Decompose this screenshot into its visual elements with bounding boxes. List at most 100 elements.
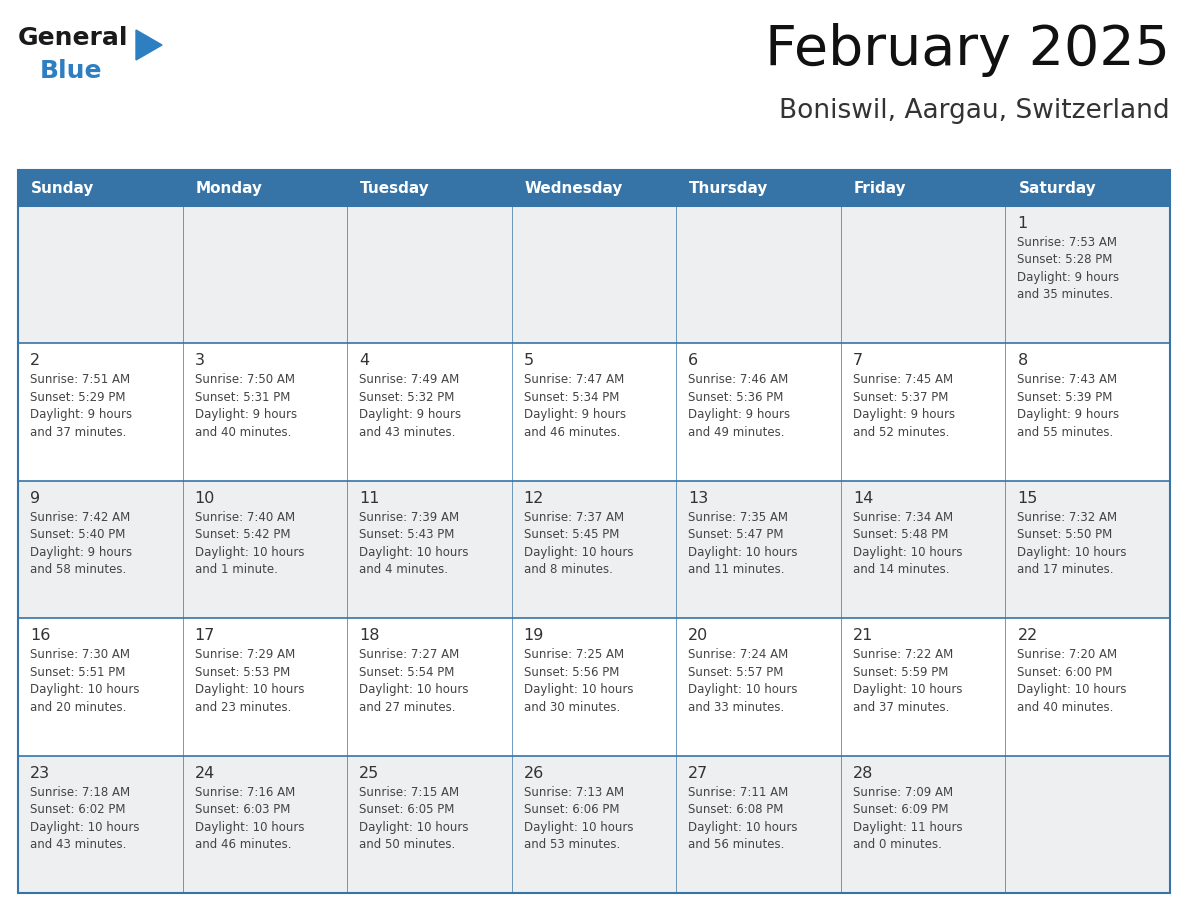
Text: 21: 21 — [853, 628, 873, 644]
Bar — [183, 481, 347, 618]
Bar — [183, 206, 347, 343]
Text: Sunrise: 7:22 AM
Sunset: 5:59 PM
Daylight: 10 hours
and 37 minutes.: Sunrise: 7:22 AM Sunset: 5:59 PM Dayligh… — [853, 648, 962, 713]
Bar — [841, 756, 1005, 893]
Text: 4: 4 — [359, 353, 369, 368]
Text: 26: 26 — [524, 766, 544, 780]
Bar — [841, 343, 1005, 481]
Bar — [1005, 618, 1170, 756]
Text: Sunrise: 7:43 AM
Sunset: 5:39 PM
Daylight: 9 hours
and 55 minutes.: Sunrise: 7:43 AM Sunset: 5:39 PM Dayligh… — [1017, 374, 1119, 439]
Bar — [512, 481, 676, 618]
Bar — [18, 756, 183, 893]
Text: Sunrise: 7:09 AM
Sunset: 6:09 PM
Daylight: 11 hours
and 0 minutes.: Sunrise: 7:09 AM Sunset: 6:09 PM Dayligh… — [853, 786, 962, 851]
Bar — [841, 618, 1005, 756]
Bar — [1005, 170, 1170, 206]
Text: Sunrise: 7:27 AM
Sunset: 5:54 PM
Daylight: 10 hours
and 27 minutes.: Sunrise: 7:27 AM Sunset: 5:54 PM Dayligh… — [359, 648, 468, 713]
Bar — [676, 618, 841, 756]
Text: 7: 7 — [853, 353, 862, 368]
Text: 8: 8 — [1017, 353, 1028, 368]
Text: Thursday: Thursday — [689, 181, 769, 196]
Bar — [183, 618, 347, 756]
Text: General: General — [18, 26, 128, 50]
Bar — [347, 170, 512, 206]
Bar — [183, 756, 347, 893]
Polygon shape — [135, 30, 162, 60]
Text: 1: 1 — [1017, 216, 1028, 231]
Text: 22: 22 — [1017, 628, 1037, 644]
Bar — [676, 756, 841, 893]
Text: 18: 18 — [359, 628, 380, 644]
Text: Friday: Friday — [854, 181, 906, 196]
Bar — [1005, 343, 1170, 481]
Text: 2: 2 — [30, 353, 40, 368]
Bar — [183, 343, 347, 481]
Text: Tuesday: Tuesday — [360, 181, 430, 196]
Text: Sunrise: 7:37 AM
Sunset: 5:45 PM
Daylight: 10 hours
and 8 minutes.: Sunrise: 7:37 AM Sunset: 5:45 PM Dayligh… — [524, 510, 633, 577]
Bar — [676, 170, 841, 206]
Text: 3: 3 — [195, 353, 204, 368]
Text: 11: 11 — [359, 491, 380, 506]
Text: Sunrise: 7:24 AM
Sunset: 5:57 PM
Daylight: 10 hours
and 33 minutes.: Sunrise: 7:24 AM Sunset: 5:57 PM Dayligh… — [688, 648, 798, 713]
Text: 19: 19 — [524, 628, 544, 644]
Text: Sunrise: 7:46 AM
Sunset: 5:36 PM
Daylight: 9 hours
and 49 minutes.: Sunrise: 7:46 AM Sunset: 5:36 PM Dayligh… — [688, 374, 790, 439]
Text: Sunrise: 7:49 AM
Sunset: 5:32 PM
Daylight: 9 hours
and 43 minutes.: Sunrise: 7:49 AM Sunset: 5:32 PM Dayligh… — [359, 374, 461, 439]
Text: Sunrise: 7:47 AM
Sunset: 5:34 PM
Daylight: 9 hours
and 46 minutes.: Sunrise: 7:47 AM Sunset: 5:34 PM Dayligh… — [524, 374, 626, 439]
Text: 27: 27 — [688, 766, 708, 780]
Bar — [347, 756, 512, 893]
Text: Saturday: Saturday — [1018, 181, 1097, 196]
Bar — [1005, 206, 1170, 343]
Text: Sunrise: 7:30 AM
Sunset: 5:51 PM
Daylight: 10 hours
and 20 minutes.: Sunrise: 7:30 AM Sunset: 5:51 PM Dayligh… — [30, 648, 139, 713]
Text: 6: 6 — [688, 353, 699, 368]
Bar — [347, 481, 512, 618]
Text: 28: 28 — [853, 766, 873, 780]
Text: Blue: Blue — [40, 59, 102, 83]
Text: 23: 23 — [30, 766, 50, 780]
Text: 14: 14 — [853, 491, 873, 506]
Bar — [183, 170, 347, 206]
Bar — [512, 170, 676, 206]
Bar — [1005, 481, 1170, 618]
Bar — [676, 481, 841, 618]
Bar — [347, 206, 512, 343]
Text: Sunrise: 7:45 AM
Sunset: 5:37 PM
Daylight: 9 hours
and 52 minutes.: Sunrise: 7:45 AM Sunset: 5:37 PM Dayligh… — [853, 374, 955, 439]
Text: 9: 9 — [30, 491, 40, 506]
Text: 15: 15 — [1017, 491, 1038, 506]
Bar — [1005, 756, 1170, 893]
Bar — [347, 618, 512, 756]
Bar — [347, 343, 512, 481]
Text: Sunrise: 7:20 AM
Sunset: 6:00 PM
Daylight: 10 hours
and 40 minutes.: Sunrise: 7:20 AM Sunset: 6:00 PM Dayligh… — [1017, 648, 1127, 713]
Bar — [512, 618, 676, 756]
Bar — [18, 481, 183, 618]
Text: 5: 5 — [524, 353, 533, 368]
Text: Sunrise: 7:51 AM
Sunset: 5:29 PM
Daylight: 9 hours
and 37 minutes.: Sunrise: 7:51 AM Sunset: 5:29 PM Dayligh… — [30, 374, 132, 439]
Bar — [18, 618, 183, 756]
Bar — [512, 206, 676, 343]
Text: 10: 10 — [195, 491, 215, 506]
Text: Sunrise: 7:29 AM
Sunset: 5:53 PM
Daylight: 10 hours
and 23 minutes.: Sunrise: 7:29 AM Sunset: 5:53 PM Dayligh… — [195, 648, 304, 713]
Bar — [18, 170, 1170, 893]
Text: 17: 17 — [195, 628, 215, 644]
Bar — [512, 756, 676, 893]
Bar — [841, 481, 1005, 618]
Text: 25: 25 — [359, 766, 379, 780]
Text: 12: 12 — [524, 491, 544, 506]
Text: Sunrise: 7:13 AM
Sunset: 6:06 PM
Daylight: 10 hours
and 53 minutes.: Sunrise: 7:13 AM Sunset: 6:06 PM Dayligh… — [524, 786, 633, 851]
Text: Sunrise: 7:50 AM
Sunset: 5:31 PM
Daylight: 9 hours
and 40 minutes.: Sunrise: 7:50 AM Sunset: 5:31 PM Dayligh… — [195, 374, 297, 439]
Bar — [841, 170, 1005, 206]
Bar — [676, 206, 841, 343]
Text: 24: 24 — [195, 766, 215, 780]
Text: Sunrise: 7:11 AM
Sunset: 6:08 PM
Daylight: 10 hours
and 56 minutes.: Sunrise: 7:11 AM Sunset: 6:08 PM Dayligh… — [688, 786, 798, 851]
Text: Boniswil, Aargau, Switzerland: Boniswil, Aargau, Switzerland — [779, 98, 1170, 124]
Text: February 2025: February 2025 — [765, 23, 1170, 77]
Text: 13: 13 — [688, 491, 708, 506]
Text: Sunrise: 7:32 AM
Sunset: 5:50 PM
Daylight: 10 hours
and 17 minutes.: Sunrise: 7:32 AM Sunset: 5:50 PM Dayligh… — [1017, 510, 1127, 577]
Bar — [676, 343, 841, 481]
Bar — [512, 343, 676, 481]
Text: 20: 20 — [688, 628, 708, 644]
Text: Sunrise: 7:16 AM
Sunset: 6:03 PM
Daylight: 10 hours
and 46 minutes.: Sunrise: 7:16 AM Sunset: 6:03 PM Dayligh… — [195, 786, 304, 851]
Text: Sunrise: 7:25 AM
Sunset: 5:56 PM
Daylight: 10 hours
and 30 minutes.: Sunrise: 7:25 AM Sunset: 5:56 PM Dayligh… — [524, 648, 633, 713]
Bar — [18, 206, 183, 343]
Text: Sunrise: 7:42 AM
Sunset: 5:40 PM
Daylight: 9 hours
and 58 minutes.: Sunrise: 7:42 AM Sunset: 5:40 PM Dayligh… — [30, 510, 132, 577]
Bar — [18, 343, 183, 481]
Text: Sunrise: 7:53 AM
Sunset: 5:28 PM
Daylight: 9 hours
and 35 minutes.: Sunrise: 7:53 AM Sunset: 5:28 PM Dayligh… — [1017, 236, 1119, 301]
Text: Sunrise: 7:34 AM
Sunset: 5:48 PM
Daylight: 10 hours
and 14 minutes.: Sunrise: 7:34 AM Sunset: 5:48 PM Dayligh… — [853, 510, 962, 577]
